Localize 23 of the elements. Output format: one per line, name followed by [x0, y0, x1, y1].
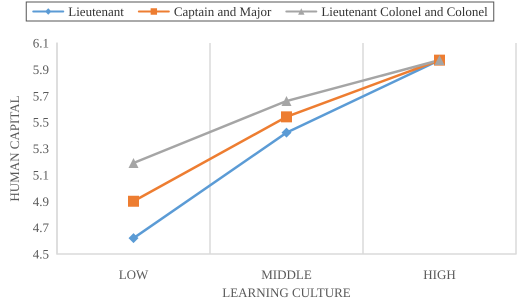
- x-tick-label: LOW: [118, 267, 150, 282]
- x-tick-label: MIDDLE: [261, 267, 312, 282]
- point: [282, 96, 292, 106]
- point: [128, 196, 139, 207]
- y-tick-label: 4.7: [32, 220, 50, 236]
- y-tick-label: 5.7: [32, 88, 50, 104]
- y-tick-label: 5.3: [32, 141, 49, 156]
- y-axis-title: HUMAN CAPITAL: [7, 95, 22, 202]
- legend-label: Lieutenant Colonel and Colonel: [321, 4, 488, 19]
- legend-label: Lieutenant: [68, 4, 124, 19]
- y-tick-label: 5.1: [32, 167, 49, 182]
- point: [128, 233, 138, 244]
- y-tick-label: 4.5: [32, 246, 49, 262]
- y-tick-label: 5.9: [32, 62, 49, 77]
- point: [282, 128, 292, 138]
- y-tick-label: 5.5: [32, 114, 49, 130]
- point: [128, 158, 138, 168]
- point: [281, 111, 292, 122]
- x-axis-title: LEARNING CULTURE: [222, 285, 351, 300]
- x-tick-label: HIGH: [423, 267, 456, 282]
- legend-label: Captain and Major: [174, 4, 272, 19]
- y-tick-label: 4.9: [32, 194, 49, 209]
- y-tick-label: 6.1: [32, 36, 49, 50]
